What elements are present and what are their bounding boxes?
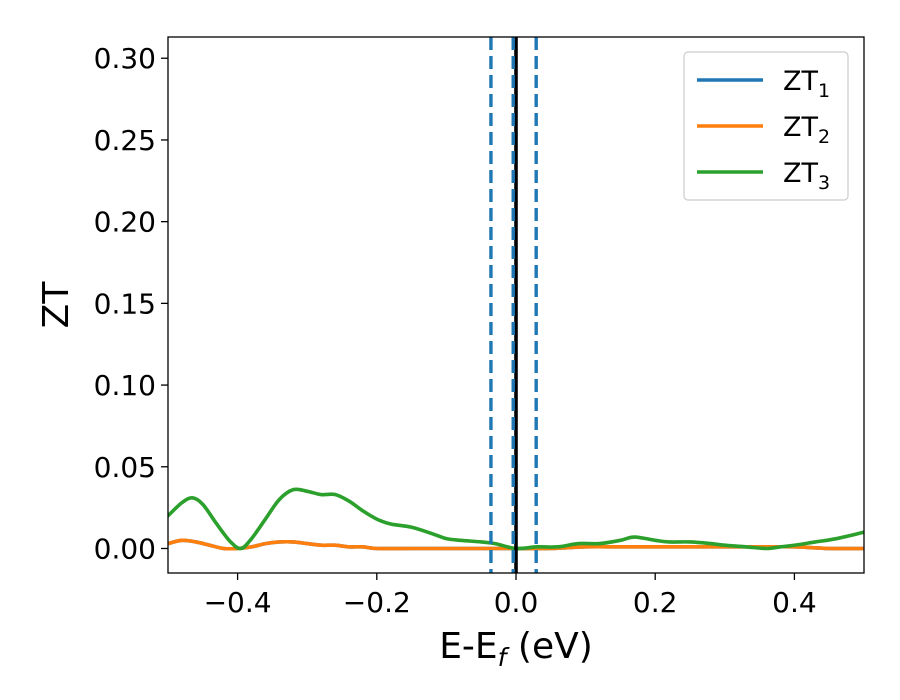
legend-label-zt1: ZT1 [783,66,830,102]
y-tick-label: 0.25 [94,124,156,157]
legend-label-zt2: ZT2 [783,112,830,148]
series-layer [168,487,864,551]
y-axis-label: ZT [36,281,77,329]
x-tick-label: 0.4 [772,586,817,619]
y-tick-label: 0.15 [94,287,156,320]
y-axis: 0.00 0.05 0.10 0.15 0.20 0.25 0.30 [94,42,168,565]
y-tick-label: 0.10 [94,369,156,402]
y-tick-label: 0.05 [94,451,156,484]
x-tick-label: −0.4 [204,586,272,619]
x-axis: −0.4 −0.2 0.0 0.2 0.4 [204,573,817,619]
vline-layer [489,37,538,573]
x-axis-label: E-Ef (eV) [439,626,593,672]
x-tick-label: 0.0 [494,586,539,619]
legend: ZT1 ZT2 ZT3 [683,51,849,201]
legend-label-zt3: ZT3 [783,158,830,194]
series-line-zt3 [168,487,864,551]
legend-frame [683,51,849,201]
x-tick-label: −0.2 [343,586,411,619]
y-tick-label: 0.00 [94,532,156,565]
y-tick-label: 0.30 [94,42,156,75]
y-tick-label: 0.20 [94,206,156,239]
x-tick-label: 0.2 [633,586,678,619]
